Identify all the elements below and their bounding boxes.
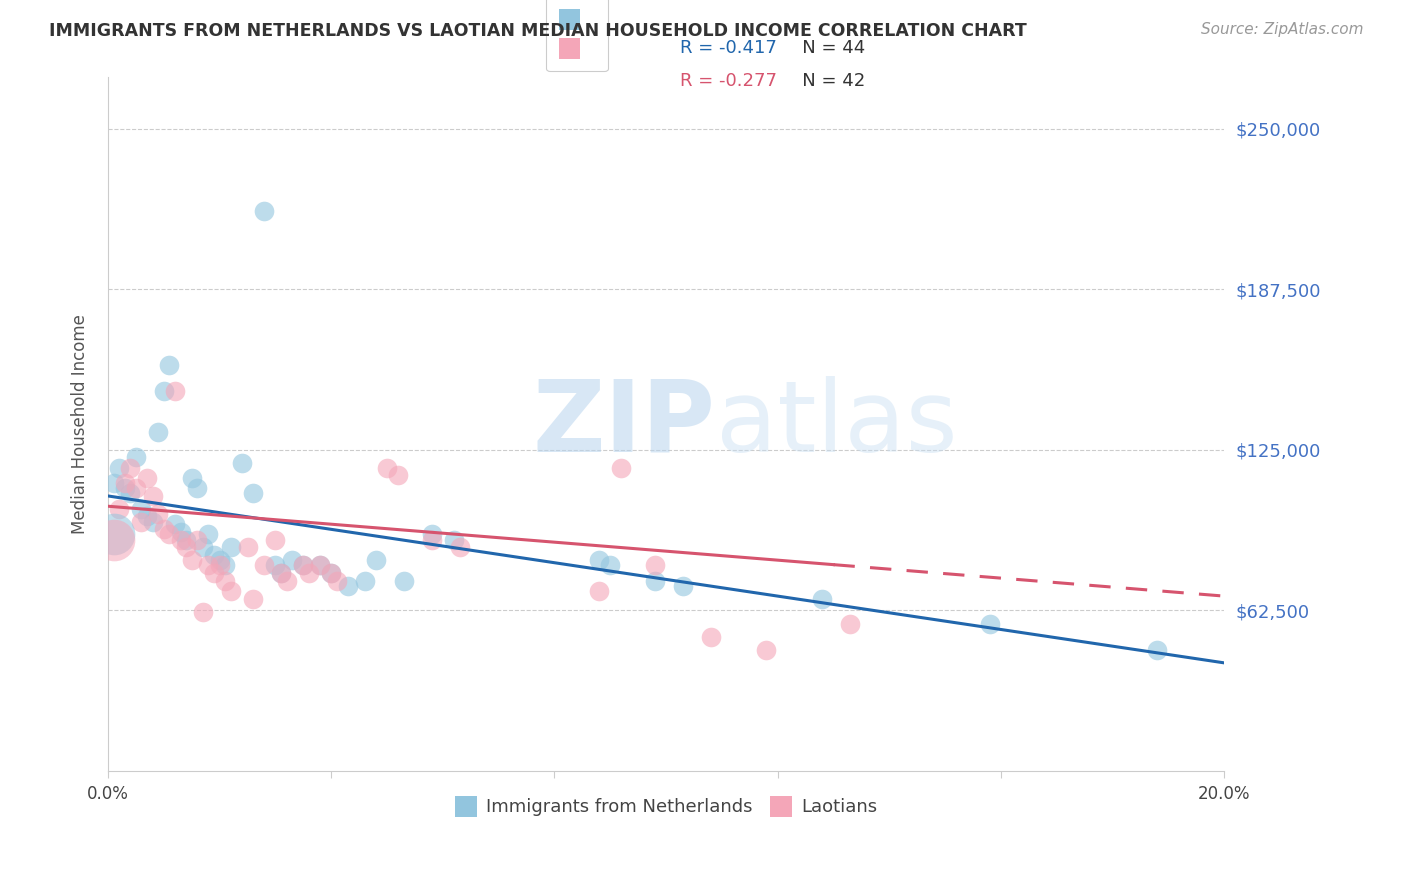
Point	[186, 481, 208, 495]
Point	[152, 384, 174, 398]
Point	[588, 553, 610, 567]
Point	[191, 605, 214, 619]
Text: IMMIGRANTS FROM NETHERLANDS VS LAOTIAN MEDIAN HOUSEHOLD INCOME CORRELATION CHART: IMMIGRANTS FROM NETHERLANDS VS LAOTIAN M…	[49, 22, 1026, 40]
Point	[644, 574, 666, 588]
Point	[281, 553, 304, 567]
Point	[375, 460, 398, 475]
Point	[644, 558, 666, 573]
Point	[174, 541, 197, 555]
Point	[755, 643, 778, 657]
Point	[270, 566, 292, 580]
Point	[264, 558, 287, 573]
Point	[610, 460, 633, 475]
Point	[242, 486, 264, 500]
Point	[136, 509, 159, 524]
Point	[979, 617, 1001, 632]
Point	[387, 468, 409, 483]
Point	[131, 515, 153, 529]
Point	[264, 533, 287, 547]
Point	[811, 591, 834, 606]
Point	[219, 541, 242, 555]
Point	[219, 584, 242, 599]
Point	[152, 522, 174, 536]
Point	[142, 489, 165, 503]
Point	[208, 558, 231, 573]
Point	[157, 358, 180, 372]
Point	[174, 533, 197, 547]
Point	[298, 566, 321, 580]
Point	[202, 566, 225, 580]
Point	[120, 486, 142, 500]
Point	[197, 558, 219, 573]
Legend: Immigrants from Netherlands, Laotians: Immigrants from Netherlands, Laotians	[447, 789, 884, 824]
Point	[180, 471, 202, 485]
Point	[321, 566, 343, 580]
Point	[699, 630, 721, 644]
Point	[336, 579, 359, 593]
Point	[253, 558, 276, 573]
Text: R = -0.417: R = -0.417	[681, 39, 776, 57]
Point	[420, 527, 443, 541]
Point	[142, 515, 165, 529]
Point	[114, 481, 136, 495]
Point	[208, 553, 231, 567]
Point	[157, 527, 180, 541]
Point	[103, 476, 125, 491]
Point	[136, 471, 159, 485]
Point	[191, 541, 214, 555]
Point	[120, 460, 142, 475]
Point	[169, 533, 191, 547]
Point	[163, 384, 186, 398]
Point	[131, 501, 153, 516]
Point	[180, 553, 202, 567]
Point	[197, 527, 219, 541]
Text: N = 42: N = 42	[786, 72, 866, 90]
Point	[214, 558, 236, 573]
Point	[276, 574, 298, 588]
Point	[1146, 643, 1168, 657]
Point	[292, 558, 315, 573]
Point	[253, 203, 276, 218]
Point	[202, 548, 225, 562]
Point	[169, 524, 191, 539]
Point	[236, 541, 259, 555]
Point	[125, 450, 148, 465]
Point	[270, 566, 292, 580]
Point	[599, 558, 621, 573]
Point	[186, 533, 208, 547]
Point	[326, 574, 349, 588]
Point	[108, 460, 131, 475]
Point	[839, 617, 862, 632]
Point	[309, 558, 332, 573]
Point	[420, 533, 443, 547]
Point	[163, 517, 186, 532]
Point	[672, 579, 695, 593]
Point	[103, 527, 125, 541]
Point	[588, 584, 610, 599]
Text: atlas: atlas	[716, 376, 957, 473]
Point	[321, 566, 343, 580]
Point	[125, 481, 148, 495]
Text: ZIP: ZIP	[531, 376, 716, 473]
Point	[114, 476, 136, 491]
Point	[292, 558, 315, 573]
Text: Source: ZipAtlas.com: Source: ZipAtlas.com	[1201, 22, 1364, 37]
Point	[309, 558, 332, 573]
Point	[148, 425, 170, 439]
Text: N = 44: N = 44	[786, 39, 866, 57]
Point	[353, 574, 375, 588]
Point	[443, 533, 465, 547]
Text: R = -0.277: R = -0.277	[681, 72, 778, 90]
Point	[108, 501, 131, 516]
Point	[392, 574, 415, 588]
Point	[231, 456, 253, 470]
Point	[364, 553, 387, 567]
Point	[148, 507, 170, 521]
Point	[242, 591, 264, 606]
Point	[103, 533, 125, 547]
Point	[449, 541, 471, 555]
Point	[214, 574, 236, 588]
Y-axis label: Median Household Income: Median Household Income	[72, 314, 89, 534]
